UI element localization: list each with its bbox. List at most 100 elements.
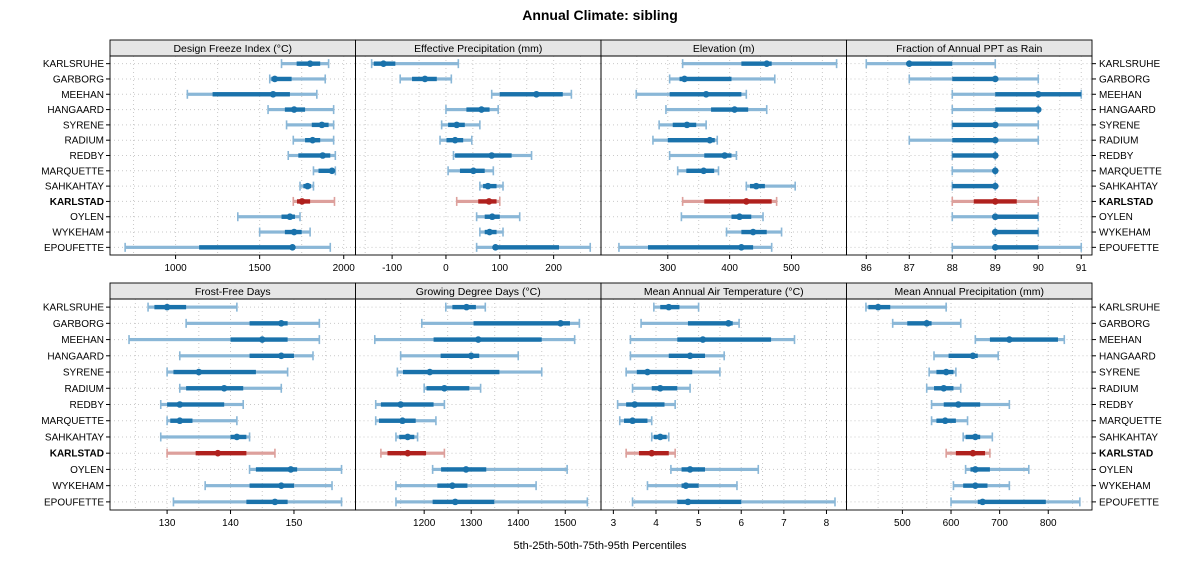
median-dot — [940, 384, 948, 392]
axis-tick-label: 500 — [894, 518, 911, 529]
median-dot — [486, 228, 493, 236]
axis-tick-label: 87 — [904, 263, 916, 274]
station-label-left: REDBY — [70, 151, 105, 162]
median-dot — [972, 433, 979, 441]
axis-tick-label: -100 — [382, 263, 402, 274]
band-25-75 — [704, 199, 772, 204]
station-label-left: SYRENE — [63, 120, 104, 131]
median-dot — [290, 106, 298, 113]
station-label-left: KARLSRUHE — [43, 59, 104, 70]
median-dot — [397, 401, 404, 408]
band-25-75 — [647, 245, 754, 250]
panel-strip-title: Growing Degree Days (°C) — [416, 286, 541, 298]
median-dot — [441, 384, 448, 392]
station-label-left: EPOUFETTE — [44, 497, 104, 508]
median-dot — [404, 449, 412, 457]
percentile-row-oylen: OYLEN — [846, 464, 1133, 476]
median-dot — [1006, 336, 1013, 343]
percentile-row-oylen: OYLEN — [846, 212, 1133, 223]
band-25-75 — [186, 386, 244, 391]
band-25-75 — [995, 245, 1039, 250]
band-25-75 — [970, 467, 990, 472]
band-25-75 — [466, 107, 490, 112]
band-25-75 — [493, 245, 560, 250]
median-dot — [453, 121, 461, 129]
axis-tick-label: 150 — [286, 518, 303, 529]
percentile-row-syrene — [601, 367, 847, 377]
median-dot — [644, 368, 651, 376]
band-25-75 — [651, 386, 678, 391]
percentile-row-oylen — [355, 464, 601, 474]
band-25-75 — [249, 353, 294, 359]
band-25-75 — [952, 183, 996, 189]
station-label-right: SAHKAHTAY — [1099, 182, 1158, 193]
median-dot — [991, 213, 999, 221]
median-dot — [631, 401, 638, 408]
band-5-95 — [670, 467, 759, 472]
station-label-left: GARBORG — [53, 319, 104, 330]
median-dot — [277, 482, 285, 489]
band-25-75 — [249, 321, 288, 326]
median-dot — [683, 121, 691, 129]
station-label-right: GARBORG — [1099, 74, 1150, 85]
median-dot — [484, 182, 492, 190]
panel-strip-title: Mean Annual Air Temperature (°C) — [644, 286, 804, 298]
axis-tick-label: 6 — [738, 518, 744, 529]
band-25-75 — [199, 245, 295, 250]
axis-tick-label: 600 — [943, 518, 960, 529]
band-25-75 — [626, 402, 665, 407]
station-label-left: REDBY — [70, 400, 105, 411]
percentile-row-wykeham — [601, 481, 847, 491]
station-label-right: HANGAARD — [1099, 105, 1156, 116]
percentile-row-radium — [601, 383, 847, 393]
percentile-row-garborg: GARBORG — [53, 74, 356, 85]
band-25-75 — [249, 483, 294, 488]
station-label-left: RADIUM — [65, 136, 104, 147]
median-dot — [972, 466, 979, 473]
percentile-row-epoufette: EPOUFETTE — [846, 242, 1159, 254]
percentile-row-syrene: SYRENE — [63, 120, 356, 131]
percentile-row-meehan: MEEHAN — [846, 89, 1142, 101]
percentile-row-radium — [355, 135, 601, 145]
axis-tick-label: 800 — [1040, 518, 1057, 529]
median-dot — [991, 152, 999, 159]
axis-tick-label: 3 — [611, 518, 617, 529]
percentile-row-oylen — [601, 464, 847, 474]
band-5-95 — [293, 199, 335, 204]
station-label-right: EPOUFETTE — [1099, 497, 1159, 508]
median-dot — [942, 368, 950, 376]
median-dot — [488, 213, 496, 221]
percentile-row-oylen — [355, 212, 601, 222]
percentile-row-radium — [601, 135, 847, 145]
station-label-right: SAHKAHTAY — [1099, 432, 1158, 443]
band-25-75 — [679, 76, 732, 82]
percentile-row-karlsruhe: KARLSRUHE — [846, 302, 1160, 314]
percentile-row-karlstad — [355, 196, 601, 206]
band-25-75 — [952, 122, 996, 128]
percentile-row-marquette: MARQUETTE — [846, 416, 1162, 427]
percentile-row-epoufette — [355, 242, 601, 252]
median-dot — [449, 482, 456, 489]
band-25-75 — [995, 107, 1039, 112]
percentile-row-karlstad — [601, 196, 847, 206]
median-dot — [289, 244, 296, 251]
station-label-right: KARLSTAD — [1099, 449, 1153, 460]
panel-strip-title: Design Freeze Index (°C) — [173, 43, 292, 55]
percentile-row-karlsruhe — [601, 302, 847, 312]
band-25-75 — [212, 92, 290, 97]
percentile-row-karlsruhe: KARLSRUHE — [43, 302, 356, 314]
band-25-75 — [909, 61, 953, 66]
median-dot — [478, 106, 485, 113]
band-25-75 — [677, 499, 742, 505]
median-dot — [176, 417, 184, 425]
band-25-75 — [907, 321, 932, 326]
station-label-right: REDBY — [1099, 400, 1134, 411]
percentile-row-karlstad — [601, 448, 847, 458]
x-axis-caption: 5th-25th-50th-75th-95th Percentiles — [513, 540, 687, 552]
band-25-75 — [704, 153, 732, 158]
percentile-row-marquette: MARQUETTE — [41, 416, 356, 427]
median-dot — [271, 498, 279, 506]
percentile-row-sahkahtay: SAHKAHTAY — [45, 181, 356, 193]
percentile-row-sahkahtay — [601, 181, 847, 191]
